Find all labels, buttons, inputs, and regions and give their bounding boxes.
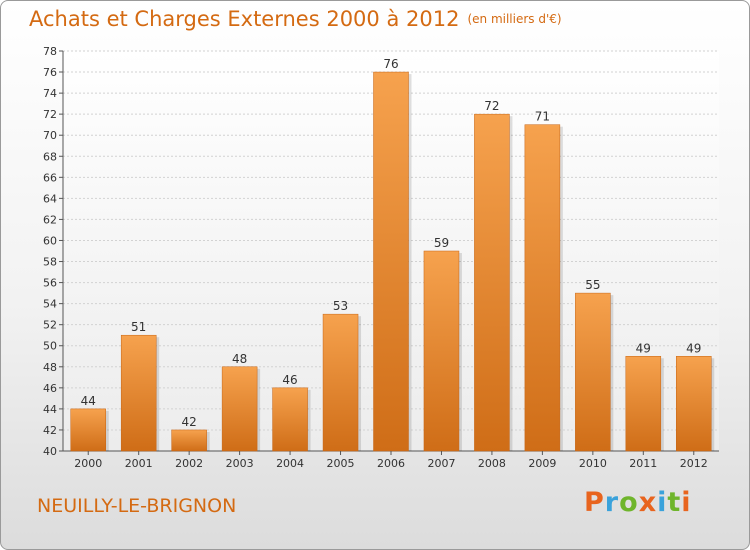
logo-letter: r <box>604 487 620 518</box>
y-tick-label: 78 <box>43 45 57 58</box>
bar-value-label: 44 <box>81 394 96 408</box>
y-tick-label: 40 <box>43 445 57 458</box>
y-tick-label: 48 <box>43 361 57 374</box>
bar <box>373 71 409 452</box>
proxiti-logo: Proxiti <box>584 487 692 518</box>
y-tick-label: 74 <box>43 87 57 100</box>
bar <box>171 429 207 452</box>
x-tick-label: 2012 <box>680 457 708 470</box>
y-tick-label: 72 <box>43 108 57 121</box>
y-tick-label: 60 <box>43 234 57 247</box>
x-tick-label: 2010 <box>579 457 607 470</box>
x-tick-label: 2006 <box>377 457 405 470</box>
bar <box>70 408 106 452</box>
bar <box>575 292 611 452</box>
x-tick-label: 2009 <box>528 457 556 470</box>
bar <box>221 366 258 452</box>
x-tick-label: 2000 <box>74 457 102 470</box>
y-tick-label: 52 <box>43 319 57 332</box>
x-tick-label: 2004 <box>276 457 304 470</box>
y-tick-label: 50 <box>43 340 57 353</box>
y-tick-label: 68 <box>43 150 57 163</box>
x-tick-label: 2003 <box>226 457 254 470</box>
y-tick-label: 46 <box>43 382 57 395</box>
y-tick-label: 58 <box>43 256 57 269</box>
x-tick-label: 2008 <box>478 457 506 470</box>
bar <box>625 356 662 452</box>
logo-letter: o <box>619 487 639 518</box>
bar-value-label: 72 <box>484 99 499 113</box>
y-tick-label: 76 <box>43 66 57 79</box>
logo-letter: i <box>681 487 692 518</box>
y-tick-label: 64 <box>43 192 57 205</box>
bar-value-label: 49 <box>686 341 701 355</box>
y-tick-label: 70 <box>43 129 57 142</box>
bar-value-label: 42 <box>182 415 197 429</box>
logo-letter: t <box>667 487 682 518</box>
logo-letter: P <box>584 487 605 518</box>
x-tick-label: 2007 <box>427 457 455 470</box>
x-tick-label: 2005 <box>327 457 355 470</box>
location-label: NEUILLY-LE-BRIGNON <box>37 495 237 517</box>
y-tick-label: 54 <box>43 298 57 311</box>
bar <box>676 356 712 452</box>
logo-letter: i <box>657 487 668 518</box>
bar <box>423 250 460 452</box>
bar-value-label: 51 <box>131 320 146 334</box>
chart-unit: (en milliers d'€) <box>467 12 562 26</box>
bar-value-label: 55 <box>585 278 600 292</box>
y-tick-label: 44 <box>43 403 57 416</box>
y-tick-label: 42 <box>43 424 57 437</box>
chart-title-text: Achats et Charges Externes 2000 à 2012 <box>29 7 460 31</box>
bar-value-label: 48 <box>232 352 247 366</box>
y-tick-label: 66 <box>43 171 57 184</box>
bar-value-label: 71 <box>535 110 550 124</box>
bar-value-label: 59 <box>434 236 449 250</box>
bar <box>474 113 510 452</box>
bar <box>524 124 561 452</box>
bar <box>120 334 157 452</box>
bar-value-label: 49 <box>636 341 651 355</box>
x-tick-label: 2011 <box>629 457 657 470</box>
y-tick-label: 56 <box>43 277 57 290</box>
bar <box>272 387 308 452</box>
x-tick-label: 2002 <box>175 457 203 470</box>
chart-title: Achats et Charges Externes 2000 à 2012 (e… <box>29 7 562 31</box>
bar-value-label: 76 <box>383 57 398 71</box>
x-tick-label: 2001 <box>125 457 153 470</box>
bar-value-label: 53 <box>333 299 348 313</box>
bar-value-label: 46 <box>282 373 297 387</box>
logo-letter: x <box>638 487 658 518</box>
y-tick-label: 62 <box>43 213 57 226</box>
bar <box>322 313 359 452</box>
